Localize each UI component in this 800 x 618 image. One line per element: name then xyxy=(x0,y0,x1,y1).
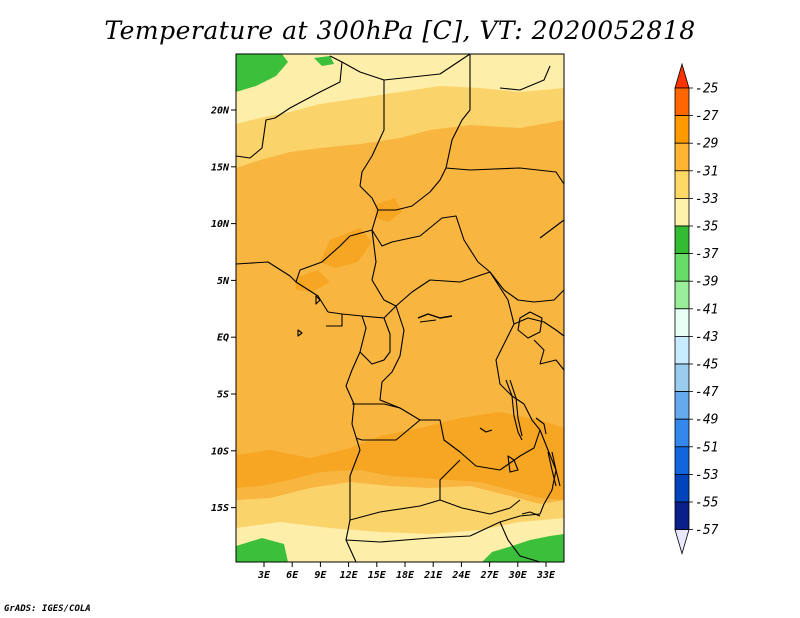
colorbar-swatch xyxy=(674,142,690,172)
colorbar-swatch xyxy=(674,280,690,310)
lat-label: 5S xyxy=(217,390,229,401)
colorbar-label: -33 xyxy=(695,192,718,207)
colorbar-swatch xyxy=(674,253,690,282)
colorbar-label: -37 xyxy=(695,247,719,262)
colorbar-swatch xyxy=(674,225,690,255)
colorbar-label: -49 xyxy=(695,413,718,428)
lon-label: 12E xyxy=(340,570,359,581)
field-cold-sw xyxy=(236,538,288,562)
colorbar-swatch xyxy=(674,115,690,144)
lon-label: 3E xyxy=(257,570,271,581)
colorbar-label: -29 xyxy=(695,137,718,152)
colorbar-label: -51 xyxy=(695,440,718,455)
latitude-axis: 20N 15N 10N 5N EQ 5S 10S 15S xyxy=(210,106,236,514)
colorbar-swatch xyxy=(674,335,690,365)
field-band-north-pale xyxy=(236,54,564,124)
lon-label: 33E xyxy=(536,570,556,581)
colorbar-swatch xyxy=(674,363,690,393)
longitude-axis: 3E 6E 9E 12E 15E 18E 21E 24E 27E 30E 33E xyxy=(257,562,556,581)
lat-label: 10N xyxy=(211,219,230,230)
colorbar-swatch xyxy=(674,418,690,448)
colorbar-swatch xyxy=(674,501,690,531)
lon-label: 15E xyxy=(368,570,387,581)
field-cold-se xyxy=(482,534,564,562)
colorbar-label: -35 xyxy=(695,220,719,235)
colorbar-swatch xyxy=(674,197,690,227)
grads-credit: GrADS: IGES/COLA xyxy=(4,604,91,614)
lat-label: 15S xyxy=(211,503,229,514)
lon-label: 6E xyxy=(286,570,299,581)
colorbar-label: -45 xyxy=(695,358,719,373)
lon-label: 21E xyxy=(423,570,443,581)
colorbar-label: -25 xyxy=(695,82,719,97)
field-cold-n xyxy=(314,56,334,66)
map-title: Temperature at 300hPa [C], VT: 202005281… xyxy=(104,16,696,45)
colorbar-bottom-arrow xyxy=(674,529,690,556)
lat-label: 5N xyxy=(217,276,230,287)
colorbar-swatch xyxy=(674,308,690,337)
colorbar-label: -47 xyxy=(695,385,719,400)
field-cold-nw xyxy=(236,54,288,92)
lat-label: 15N xyxy=(211,162,230,173)
colorbar-swatch xyxy=(674,170,690,199)
lon-label: 24E xyxy=(451,570,471,581)
colorbar: -25 -27 -29 -31 -33 -35 -37 -39 -41 -43 -45 -47 -49 -… xyxy=(674,62,719,556)
field-patch-west-1 xyxy=(320,228,372,268)
colorbar-label: -55 xyxy=(695,496,719,511)
temperature-field xyxy=(236,54,564,562)
map-frame xyxy=(235,53,565,563)
colorbar-swatch xyxy=(674,87,690,117)
lat-label: 20N xyxy=(210,106,230,117)
lon-label: 18E xyxy=(396,570,415,581)
colorbar-swatch xyxy=(674,446,690,475)
lon-label: 30E xyxy=(508,570,528,581)
colorbar-label: -39 xyxy=(695,275,718,290)
colorbar-label: -31 xyxy=(695,164,718,179)
country-boundaries xyxy=(235,53,565,563)
colorbar-label: -41 xyxy=(695,302,718,317)
colorbar-label: -27 xyxy=(695,109,719,124)
colorbar-label: -43 xyxy=(695,330,718,345)
lon-label: 9E xyxy=(314,570,327,581)
lon-label: 27E xyxy=(480,570,500,581)
colorbar-swatch xyxy=(674,391,690,420)
colorbar-swatch xyxy=(674,473,690,503)
colorbar-top-arrow xyxy=(674,62,690,89)
lat-label: 10S xyxy=(211,446,229,457)
lat-label: EQ xyxy=(217,333,229,344)
field-band-south-warm xyxy=(236,412,564,500)
colorbar-label: -53 xyxy=(695,468,718,483)
colorbar-label: -57 xyxy=(695,523,719,538)
